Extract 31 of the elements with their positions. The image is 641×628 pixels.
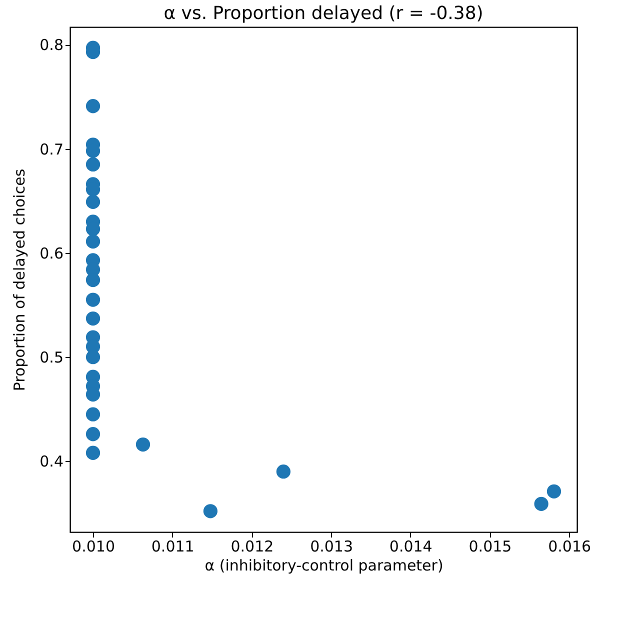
point bbox=[86, 407, 100, 422]
point bbox=[86, 311, 100, 326]
point bbox=[86, 350, 100, 364]
point bbox=[86, 446, 100, 460]
point bbox=[86, 292, 100, 307]
point bbox=[546, 484, 562, 498]
point bbox=[86, 234, 100, 249]
point bbox=[86, 427, 100, 442]
point bbox=[86, 194, 100, 209]
point bbox=[136, 437, 150, 452]
y-tick-label: 0.6 bbox=[40, 244, 64, 262]
chart-title: α vs. Proportion delayed (r = -0.38) bbox=[164, 3, 484, 24]
point bbox=[203, 504, 218, 518]
y-tick-label: 0.4 bbox=[40, 452, 64, 471]
y-tick-label: 0.8 bbox=[40, 36, 64, 54]
x-tick-label: 0.015 bbox=[468, 538, 512, 556]
point bbox=[534, 496, 548, 511]
x-tick-label: 0.010 bbox=[72, 538, 115, 556]
y-tick-label: 0.5 bbox=[40, 348, 64, 367]
y-tick-label: 0.7 bbox=[40, 140, 64, 158]
x-tick-label: 0.013 bbox=[310, 538, 354, 556]
x-tick-label: 0.016 bbox=[548, 538, 592, 556]
x-tick-label: 0.011 bbox=[151, 538, 194, 556]
point bbox=[276, 464, 291, 479]
x-axis-title: α (inhibitory-control parameter) bbox=[204, 556, 444, 574]
point bbox=[86, 99, 100, 114]
point bbox=[86, 272, 100, 288]
x-tick-label: 0.012 bbox=[230, 538, 274, 556]
point bbox=[86, 157, 100, 172]
x-tick-label: 0.014 bbox=[389, 538, 432, 556]
y-axis-title: Proportion of delayed choices bbox=[10, 168, 29, 392]
